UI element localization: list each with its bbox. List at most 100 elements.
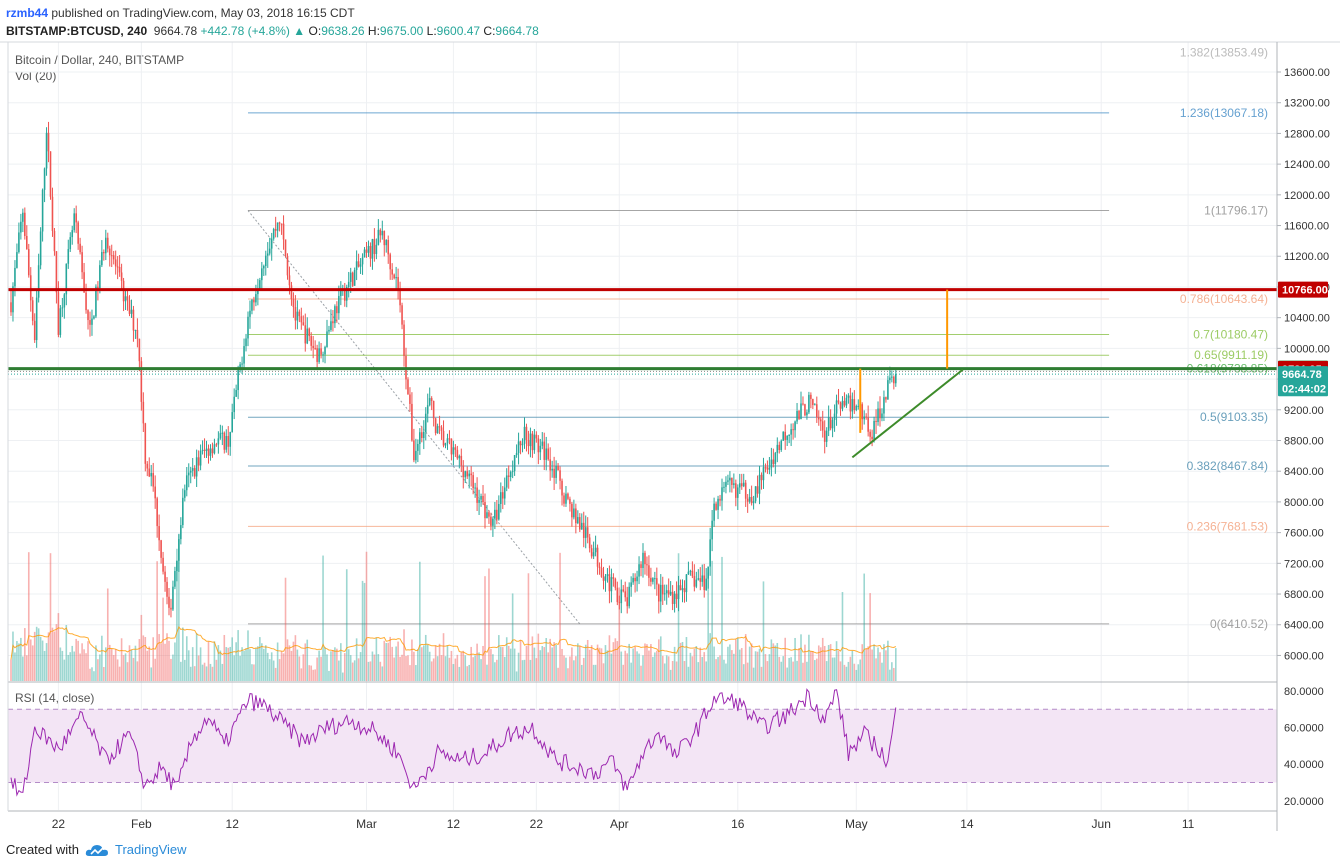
- candle: [45, 132, 48, 169]
- candle: [99, 265, 101, 289]
- candle: [280, 223, 283, 225]
- candle: [162, 557, 164, 572]
- volume-bar: [881, 662, 883, 681]
- volume-bar: [185, 636, 188, 681]
- candle: [748, 496, 751, 502]
- author-link[interactable]: rzmb44: [6, 6, 49, 20]
- volume-bar: [251, 664, 253, 681]
- candle: [517, 441, 520, 454]
- candle: [83, 272, 85, 293]
- candle: [794, 421, 796, 431]
- volume-bar: [478, 652, 480, 681]
- chart-canvas[interactable]: 1.382(13853.49) 1.236(13067.18) 1(11796.17…: [0, 0, 1340, 835]
- volume-bar: [312, 669, 314, 681]
- candle: [551, 468, 553, 471]
- candle: [756, 486, 759, 494]
- candle: [67, 249, 70, 264]
- volume-bar: [535, 658, 538, 681]
- volume-bar: [529, 659, 532, 681]
- volume-bar: [266, 652, 269, 681]
- candle: [150, 473, 153, 477]
- volume-bar: [387, 642, 390, 681]
- ohlc-line: BITSTAMP:BTCUSD, 240 9664.78 +442.78 (+4…: [6, 22, 539, 40]
- volume-bar: [417, 649, 419, 681]
- candle: [128, 300, 131, 314]
- volume-bar: [847, 661, 850, 681]
- candle: [14, 267, 16, 287]
- volume-bar: [717, 657, 719, 681]
- axes: 6000.00 6400.00 6800.00 7200.00 7600.00 8000.…: [0, 41, 1340, 831]
- candle: [634, 577, 636, 582]
- candle: [227, 436, 230, 447]
- candle: [580, 522, 583, 530]
- volume-bar: [294, 635, 297, 681]
- volume-bar: [705, 661, 707, 681]
- volume-bar: [733, 653, 735, 681]
- candle: [225, 436, 228, 450]
- candle: [525, 426, 528, 441]
- candle: [233, 396, 235, 413]
- volume-bar: [863, 573, 865, 681]
- volume-bar: [754, 651, 757, 681]
- candle: [415, 450, 417, 461]
- candle: [557, 465, 559, 471]
- candle: [687, 571, 690, 575]
- candle: [105, 237, 107, 254]
- volume-bar: [377, 654, 380, 681]
- volume-bar: [740, 648, 743, 681]
- close-label: C:: [483, 24, 496, 38]
- y-tick-label: 11600.00: [1284, 221, 1329, 233]
- tradingview-link[interactable]: TradingView: [114, 842, 187, 857]
- volume-bar: [764, 654, 767, 681]
- candle: [622, 589, 625, 592]
- y-tick-label: 6400.00: [1284, 620, 1324, 632]
- volume-bar: [737, 637, 739, 681]
- candle: [270, 238, 273, 249]
- volume-bar: [654, 652, 656, 681]
- volume-bar: [480, 659, 482, 681]
- volume-bar: [796, 660, 798, 681]
- volume-bar: [671, 660, 674, 681]
- candle: [521, 443, 524, 446]
- volume-bar: [699, 647, 702, 681]
- candle: [272, 229, 275, 239]
- x-tick-label: 11: [1182, 817, 1195, 831]
- candle: [675, 593, 678, 600]
- fib-label: 1(11796.17): [1204, 203, 1268, 217]
- y-tick-label: 12400.00: [1284, 159, 1330, 171]
- candle: [845, 397, 848, 406]
- candle: [243, 346, 245, 364]
- volume-bar: [681, 641, 684, 681]
- volume-bar: [219, 650, 222, 681]
- volume-bar: [891, 662, 893, 681]
- candle: [316, 348, 318, 362]
- candle: [462, 465, 465, 478]
- candle: [343, 289, 346, 301]
- volume-bar: [184, 659, 186, 681]
- volume-bar: [282, 653, 285, 681]
- volume-bar: [304, 643, 307, 681]
- fib-label: 0.786(10643.64): [1180, 292, 1268, 306]
- candle: [330, 321, 332, 330]
- y-tick-label: 7600.00: [1284, 528, 1324, 540]
- volume-bar: [122, 655, 125, 681]
- candle: [561, 480, 563, 496]
- volume-bar: [444, 656, 447, 681]
- volume-bar: [817, 645, 820, 681]
- volume-bar: [87, 641, 89, 681]
- volume-bar: [494, 662, 496, 681]
- candle: [426, 405, 429, 414]
- candle: [26, 235, 28, 250]
- candle: [496, 509, 498, 520]
- candle: [569, 498, 571, 504]
- candle: [10, 302, 12, 313]
- candle: [278, 222, 281, 224]
- candle: [249, 310, 251, 317]
- candle: [466, 471, 469, 477]
- candle: [744, 482, 747, 499]
- x-tick-label: 22: [52, 817, 66, 831]
- fib-label: 0.236(7681.53): [1187, 519, 1268, 533]
- volume-bar: [812, 650, 814, 681]
- volume-bar: [106, 588, 109, 681]
- volume-bar: [357, 658, 360, 681]
